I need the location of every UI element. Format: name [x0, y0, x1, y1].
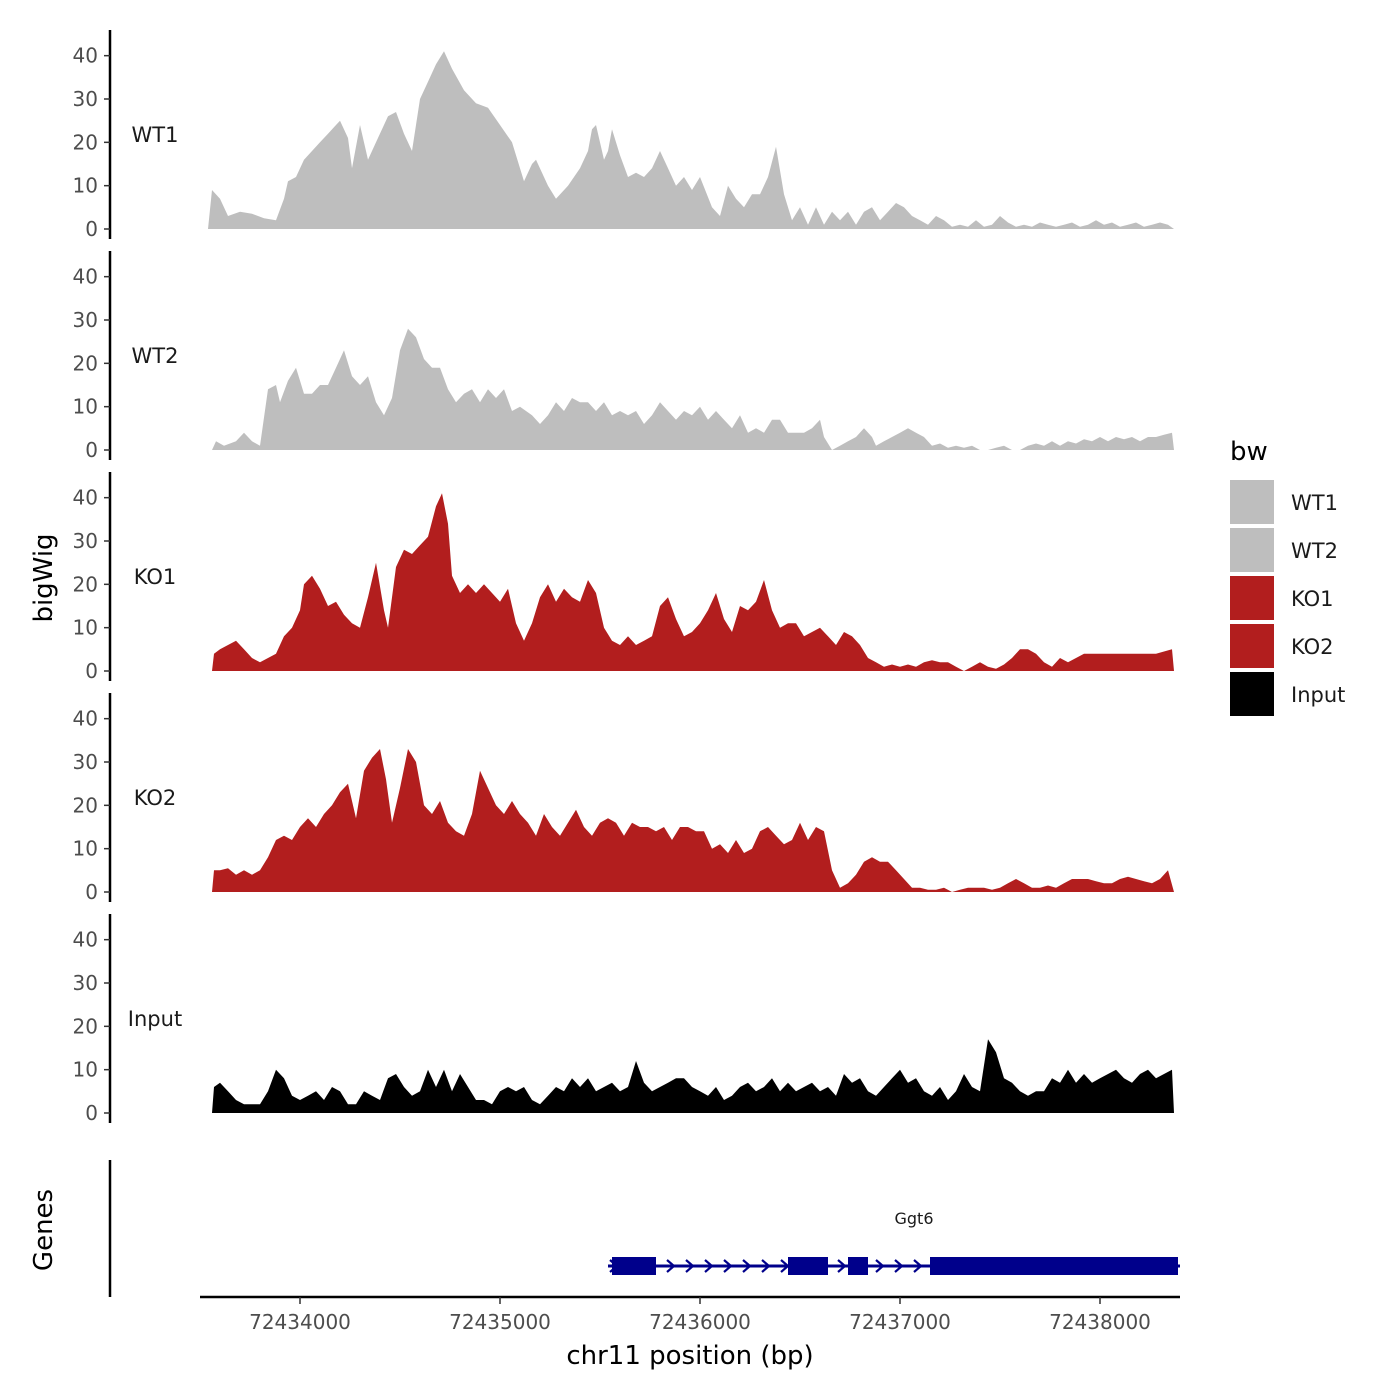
y-tick-label: 30 — [73, 87, 98, 111]
signal-area-wt1 — [208, 51, 1174, 229]
legend-label-wt2: WT2 — [1291, 539, 1338, 563]
y-tick-label: 30 — [73, 750, 98, 774]
legend-swatch-ko1 — [1230, 576, 1274, 620]
track-label-wt1: WT1 — [132, 123, 179, 147]
x-tick-label: 72434000 — [249, 1310, 351, 1334]
y-tick-label: 0 — [85, 438, 98, 462]
track-label-input: Input — [128, 1007, 182, 1031]
y-tick-label: 0 — [85, 217, 98, 241]
legend-swatch-wt1 — [1230, 480, 1274, 524]
legend-swatch-wt2 — [1230, 528, 1274, 572]
track-ko1: 0 10 20 30 40 KO1 — [73, 472, 1174, 683]
signal-area-input — [212, 1039, 1174, 1113]
y-tick-label: 30 — [73, 971, 98, 995]
strand-arrow-icon — [723, 1259, 733, 1273]
y-tick-label: 20 — [73, 1014, 98, 1038]
strand-arrow-icon — [913, 1259, 923, 1273]
x-tick-label: 72438000 — [1049, 1310, 1151, 1334]
legend-label-ko1: KO1 — [1291, 587, 1334, 611]
track-label-wt2: WT2 — [132, 344, 179, 368]
strand-arrow-icon — [685, 1259, 695, 1273]
y-tick-label: 20 — [73, 572, 98, 596]
legend-label-ko2: KO2 — [1291, 635, 1334, 659]
y-tick-label: 10 — [73, 395, 98, 419]
y-tick-label: 40 — [73, 928, 98, 952]
y-tick-label: 20 — [73, 793, 98, 817]
y-tick-label: 40 — [73, 265, 98, 289]
track-ko2: 0 10 20 30 40 KO2 — [73, 693, 1174, 904]
y-tick-label: 30 — [73, 308, 98, 332]
gene-exon — [930, 1257, 1178, 1275]
strand-arrow-icon — [704, 1259, 714, 1273]
y-tick-label: 0 — [85, 659, 98, 683]
y-tick-label: 10 — [73, 1058, 98, 1082]
strand-arrow-icon — [761, 1259, 771, 1273]
y-tick-label: 10 — [73, 837, 98, 861]
genes-panel-title: Genes — [29, 1189, 59, 1271]
legend-title: bw — [1230, 437, 1268, 467]
track-input: 0 10 20 30 40 Input — [73, 914, 1174, 1125]
signal-area-ko1 — [212, 493, 1174, 671]
track-label-ko1: KO1 — [134, 565, 177, 589]
legend: bw WT1 WT2 KO1 KO2 Input — [1230, 437, 1345, 716]
strand-arrow-icon — [666, 1259, 676, 1273]
strand-arrow-icon — [875, 1259, 885, 1273]
y-tick-label: 20 — [73, 351, 98, 375]
legend-label-wt1: WT1 — [1291, 491, 1338, 515]
track-wt2: 0 10 20 30 40 WT2 — [73, 251, 1174, 462]
legend-swatch-ko2 — [1230, 624, 1274, 668]
genes-panel: Ggt6 — [108, 1160, 1180, 1297]
y-tick-label: 0 — [85, 880, 98, 904]
y-tick-label: 10 — [73, 174, 98, 198]
strand-arrow-icon — [894, 1259, 904, 1273]
legend-label-input: Input — [1291, 683, 1345, 707]
y-tick-label: 10 — [73, 616, 98, 640]
x-axis: 72434000 72435000 72436000 72437000 72438000 — [200, 1295, 1180, 1334]
gene-exon — [788, 1257, 828, 1275]
track-wt1: 0 10 20 30 40 WT1 — [73, 30, 1174, 241]
strand-arrow-icon — [837, 1259, 847, 1273]
y-axis-title: bigWig — [29, 533, 59, 622]
gene-exon — [848, 1257, 868, 1275]
y-tick-label: 40 — [73, 486, 98, 510]
x-tick-label: 72437000 — [849, 1310, 951, 1334]
signal-area-ko2 — [212, 749, 1174, 892]
x-tick-label: 72436000 — [649, 1310, 751, 1334]
y-tick-label: 30 — [73, 529, 98, 553]
y-tick-label: 20 — [73, 130, 98, 154]
track-label-ko2: KO2 — [134, 786, 177, 810]
y-tick-label: 0 — [85, 1101, 98, 1125]
y-tick-label: 40 — [73, 44, 98, 68]
gene-ggt6: Ggt6 — [608, 1209, 1180, 1275]
y-tick-label: 40 — [73, 707, 98, 731]
gene-exon — [612, 1257, 656, 1275]
signal-area-wt2 — [212, 328, 1174, 450]
signal-tracks: 0 10 20 30 40 WT1 0 10 20 30 40 WT2 0 10 20 30 40 KO1 0 10 2… — [73, 30, 1174, 1125]
gene-name-label: Ggt6 — [894, 1209, 933, 1228]
x-axis-title: chr11 position (bp) — [566, 1341, 813, 1371]
x-tick-label: 72435000 — [449, 1310, 551, 1334]
legend-swatch-input — [1230, 672, 1274, 716]
strand-arrow-icon — [742, 1259, 752, 1273]
